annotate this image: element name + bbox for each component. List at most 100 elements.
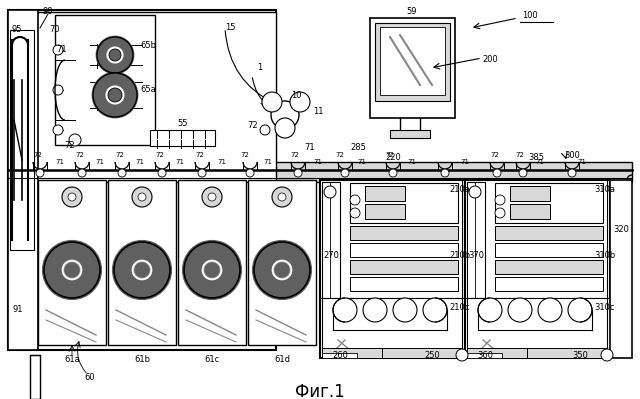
Circle shape	[69, 134, 81, 146]
Text: 72: 72	[65, 140, 76, 150]
Circle shape	[134, 262, 150, 278]
Circle shape	[508, 298, 532, 322]
Bar	[382, 348, 462, 358]
Text: 60: 60	[84, 373, 95, 383]
Text: 15: 15	[225, 22, 236, 32]
Circle shape	[132, 187, 152, 207]
Text: 72: 72	[291, 152, 300, 158]
Circle shape	[246, 169, 254, 177]
Circle shape	[274, 262, 290, 278]
Bar	[365, 204, 405, 219]
Bar	[38, 180, 106, 345]
Circle shape	[441, 169, 449, 177]
Text: 270: 270	[323, 251, 339, 259]
Bar	[10, 30, 34, 250]
Circle shape	[333, 298, 357, 322]
Text: 71: 71	[358, 159, 367, 165]
Text: 285: 285	[350, 144, 366, 152]
Circle shape	[290, 92, 310, 112]
Bar	[108, 180, 176, 345]
Text: 100: 100	[522, 10, 538, 20]
Text: 385: 385	[528, 154, 544, 162]
Text: 91: 91	[13, 306, 23, 314]
Circle shape	[423, 298, 447, 322]
Circle shape	[114, 242, 170, 298]
Circle shape	[350, 208, 360, 218]
Bar	[10, 12, 276, 182]
Bar	[495, 260, 603, 274]
Bar	[370, 18, 455, 118]
Bar	[467, 353, 502, 358]
Circle shape	[393, 298, 417, 322]
Text: 71: 71	[461, 159, 470, 165]
Bar	[150, 130, 215, 146]
Circle shape	[132, 260, 152, 280]
Bar	[375, 23, 450, 101]
Bar	[495, 277, 603, 291]
Circle shape	[97, 37, 133, 73]
Text: 300: 300	[564, 150, 580, 160]
Circle shape	[350, 195, 360, 205]
Text: 72: 72	[33, 152, 42, 158]
Text: 320: 320	[613, 225, 629, 235]
Circle shape	[478, 298, 502, 322]
Bar	[8, 10, 38, 350]
Bar	[55, 15, 155, 145]
Bar	[510, 204, 550, 219]
Circle shape	[271, 101, 299, 129]
Circle shape	[107, 47, 123, 63]
Bar	[322, 298, 465, 353]
Text: 210a: 210a	[449, 186, 470, 194]
Text: 59: 59	[407, 8, 417, 16]
Bar	[467, 298, 610, 353]
Circle shape	[456, 349, 468, 361]
Text: Фиг.1: Фиг.1	[295, 383, 345, 399]
Text: 72: 72	[76, 152, 84, 158]
Bar	[350, 260, 458, 274]
Circle shape	[44, 242, 100, 298]
Bar	[510, 186, 550, 201]
Text: 210b: 210b	[449, 251, 470, 259]
Text: 65a: 65a	[140, 85, 156, 95]
Circle shape	[62, 260, 82, 280]
Circle shape	[93, 73, 137, 117]
Text: 61d: 61d	[274, 356, 290, 365]
Circle shape	[109, 49, 121, 61]
Circle shape	[493, 169, 501, 177]
Text: 72: 72	[116, 152, 124, 158]
Circle shape	[272, 187, 292, 207]
Text: 61b: 61b	[134, 356, 150, 365]
Text: 71: 71	[264, 159, 273, 165]
Bar	[322, 353, 357, 358]
Circle shape	[601, 349, 613, 361]
Text: 310c: 310c	[595, 304, 615, 312]
Text: 72: 72	[335, 152, 344, 158]
Circle shape	[294, 169, 302, 177]
Bar	[390, 130, 430, 138]
Text: 200: 200	[482, 55, 498, 65]
Circle shape	[106, 86, 124, 104]
Circle shape	[68, 193, 76, 201]
Circle shape	[341, 169, 349, 177]
Text: 210c: 210c	[450, 304, 470, 312]
Bar	[610, 180, 632, 358]
Bar	[495, 183, 603, 223]
Text: 1: 1	[257, 63, 262, 73]
Text: 55: 55	[178, 119, 188, 128]
Circle shape	[262, 92, 282, 112]
Text: 71: 71	[577, 159, 586, 165]
Bar	[350, 277, 458, 291]
Circle shape	[363, 298, 387, 322]
Text: 350: 350	[572, 350, 588, 359]
Circle shape	[260, 125, 270, 135]
Circle shape	[36, 169, 44, 177]
Text: 310b: 310b	[595, 251, 616, 259]
Circle shape	[519, 169, 527, 177]
Circle shape	[275, 118, 295, 138]
Text: 220: 220	[385, 154, 401, 162]
Text: 370: 370	[468, 251, 484, 259]
Text: 71: 71	[218, 159, 227, 165]
Circle shape	[324, 186, 336, 198]
Bar	[380, 27, 445, 95]
Text: 10: 10	[291, 91, 301, 101]
